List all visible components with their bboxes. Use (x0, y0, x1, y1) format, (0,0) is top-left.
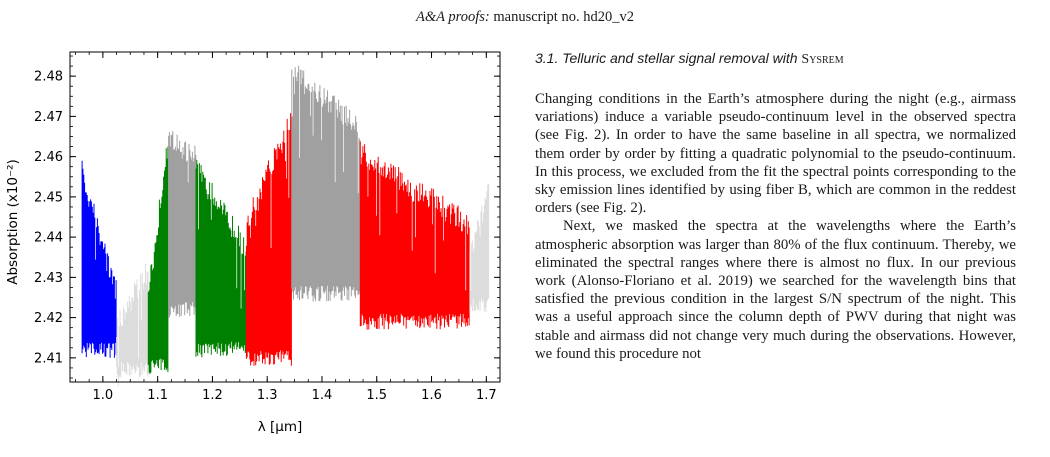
y-tick-label: 2.43 (34, 271, 63, 286)
x-tick-label: 1.4 (312, 388, 333, 403)
order-spectrum-path (469, 183, 490, 313)
x-axis-label: λ [μm] (258, 419, 303, 435)
x-tick-label: 1.7 (476, 388, 497, 403)
y-tick-label: 2.44 (34, 231, 63, 246)
spectral-order-4 (168, 131, 197, 318)
order-spectrum-path (81, 160, 117, 358)
section-title: Telluric and stellar signal removal with (562, 50, 802, 66)
y-axis-label: Absorption (x10⁻²) (5, 159, 21, 285)
x-tick-label: 1.3 (257, 388, 278, 403)
spectral-order-1 (81, 160, 117, 358)
spectral-order-3 (147, 146, 169, 374)
y-tick-label: 2.46 (34, 150, 63, 165)
section-method: Sysrem (801, 52, 844, 67)
paragraph-masking: Next, we masked the spectra at the wavel… (535, 218, 1016, 362)
spectral-order-9 (469, 183, 490, 313)
order-spectrum-path (245, 113, 292, 366)
x-tick-label: 1.5 (366, 388, 387, 403)
order-spectrum-path (195, 159, 247, 358)
spectrum-orders (81, 65, 490, 387)
paragraph-normalization: Changing conditions in the Earth’s atmos… (535, 91, 1016, 217)
spectral-order-7 (291, 65, 361, 302)
order-spectrum-path (168, 131, 197, 318)
x-tick-label: 1.1 (147, 388, 168, 403)
y-tick-label: 2.41 (34, 351, 63, 366)
order-spectrum-path (359, 141, 470, 330)
absorption-spectrum-figure: 1.0 1.1 1.2 1.3 1.4 1.5 1.6 1.7 2.41 2.42 2.43 2.44… (5, 51, 501, 435)
y-tick-label: 2.45 (34, 190, 63, 205)
plot-axes: 1.0 1.1 1.2 1.3 1.4 1.5 1.6 1.7 2.41 2.42 2.43 2.44… (34, 51, 501, 403)
x-tick-label: 1.0 (93, 388, 114, 403)
order-spectrum-path (291, 65, 361, 302)
order-spectrum-path (116, 263, 149, 387)
section-number: 3.1. (535, 50, 559, 66)
x-tick-label: 1.2 (202, 388, 223, 403)
x-tick-label: 1.6 (421, 388, 442, 403)
section-heading: 3.1. Telluric and stellar signal removal… (535, 50, 1016, 68)
spectral-order-5 (195, 159, 247, 358)
running-header: A&A proofs: manuscript no. hd20_v2 (0, 9, 1050, 26)
text-column: 3.1. Telluric and stellar signal removal… (535, 50, 1016, 457)
spectral-order-2 (116, 263, 149, 387)
header-manuscript: manuscript no. hd20_v2 (489, 9, 634, 25)
y-tick-label: 2.47 (34, 110, 63, 125)
spectral-order-8 (359, 141, 470, 330)
y-tick-label: 2.48 (34, 70, 63, 85)
spectral-order-6 (245, 113, 292, 366)
order-spectrum-path (147, 146, 169, 374)
header-journal: A&A proofs: (416, 9, 490, 25)
y-tick-label: 2.42 (34, 311, 63, 326)
